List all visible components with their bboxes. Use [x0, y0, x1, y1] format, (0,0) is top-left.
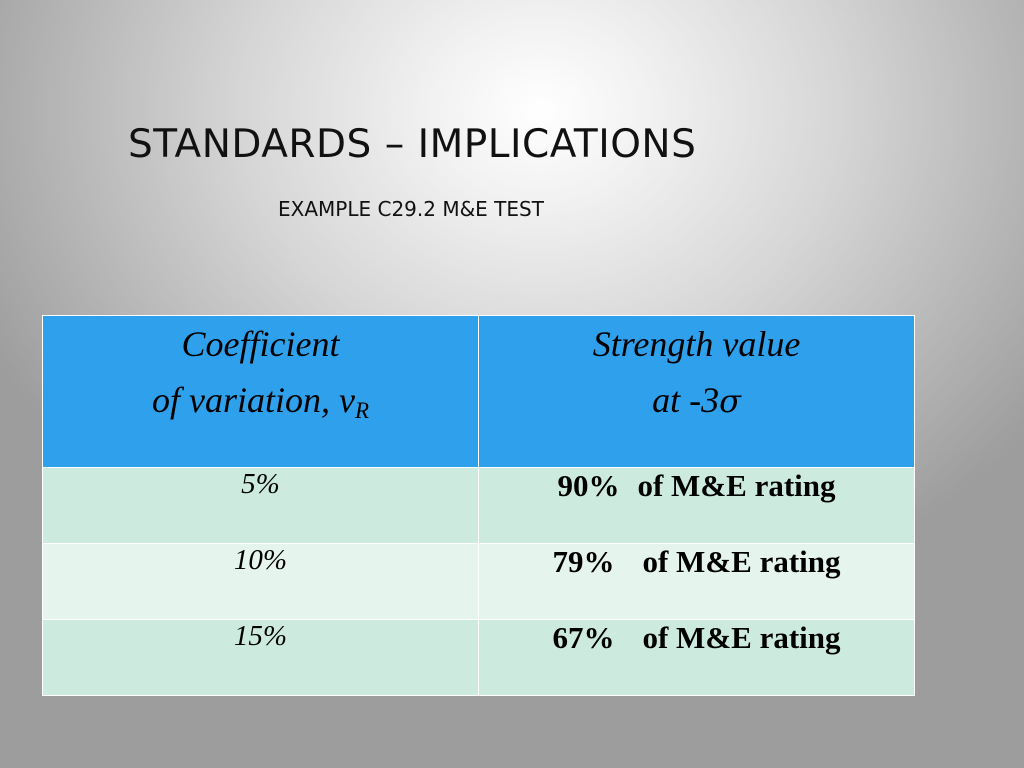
header-strength-line2: at -3σ: [479, 372, 914, 429]
strength-cell: 90% of M&E rating: [478, 467, 915, 544]
data-table: Coefficient of variation, vR Strength va…: [42, 315, 915, 696]
table-header-row: Coefficient of variation, vR Strength va…: [42, 315, 915, 468]
header-strength-text: at -3: [652, 380, 720, 420]
slide-subtitle: EXAMPLE C29.2 M&E TEST: [278, 197, 544, 221]
cov-cell: 10%: [42, 543, 479, 620]
table-row: 15% 67% of M&E rating: [42, 619, 915, 696]
table-row: 10% 79% of M&E rating: [42, 543, 915, 620]
header-coefficient: Coefficient of variation, vR: [42, 315, 479, 468]
strength-cell: 67% of M&E rating: [478, 619, 915, 696]
cov-cell: 5%: [42, 467, 479, 544]
table-row: 5% 90% of M&E rating: [42, 467, 915, 544]
header-coefficient-subscript: R: [354, 398, 370, 423]
header-coefficient-text: of variation, v: [151, 380, 355, 420]
header-coefficient-line2: of variation, vR: [43, 372, 478, 428]
strength-text: of M&E rating: [642, 620, 841, 655]
header-strength: Strength value at -3σ: [478, 315, 915, 468]
strength-percent: 67%: [552, 620, 615, 655]
slide-title: STANDARDS – IMPLICATIONS: [128, 122, 697, 167]
strength-text: of M&E rating: [642, 544, 841, 579]
strength-percent: 79%: [552, 544, 615, 579]
strength-percent: 90%: [557, 468, 620, 503]
cov-cell: 15%: [42, 619, 479, 696]
sigma-symbol: σ: [719, 382, 741, 420]
strength-text: of M&E rating: [637, 468, 836, 503]
header-coefficient-line1: Coefficient: [181, 324, 340, 364]
header-strength-line1: Strength value: [592, 324, 801, 364]
strength-cell: 79% of M&E rating: [478, 543, 915, 620]
